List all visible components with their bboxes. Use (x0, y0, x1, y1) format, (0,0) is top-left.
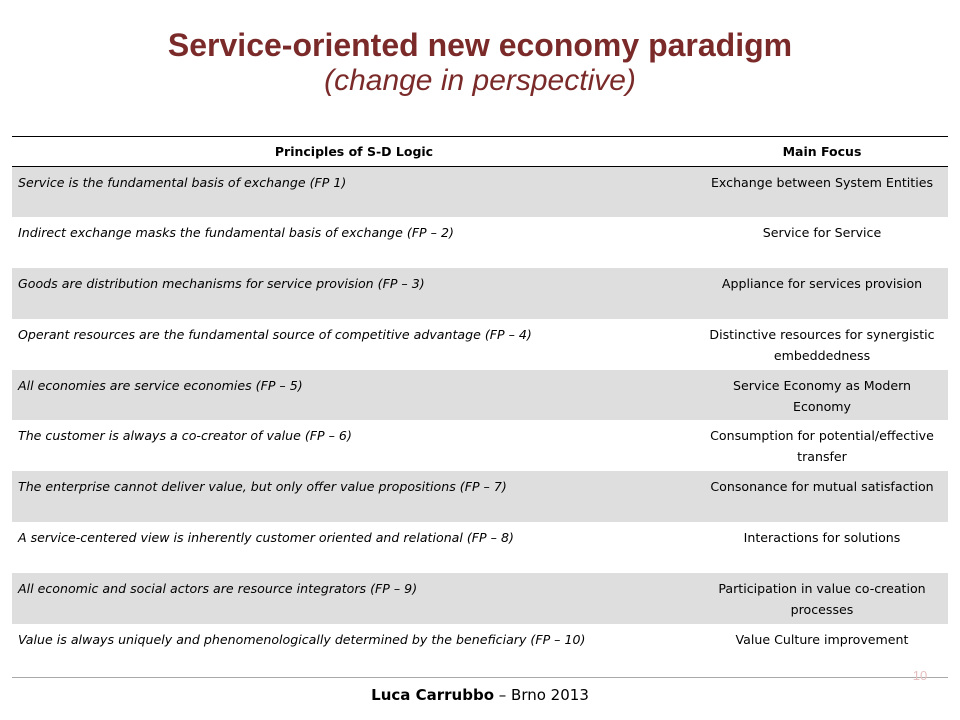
principle-cell: A service-centered view is inherently cu… (18, 530, 514, 546)
principle-cell: All economies are service economies (FP … (12, 369, 696, 421)
principle-cell: Goods are distribution mechanisms for se… (12, 268, 696, 319)
table-row: Operant resources are the fundamental so… (12, 319, 948, 370)
principle-cell: Operant resources are the fundamental so… (18, 326, 532, 342)
footer: Luca Carrubbo – Brno 2013 (0, 686, 960, 704)
principle-cell: The enterprise cannot deliver value, but… (12, 471, 696, 523)
footer-divider (12, 677, 948, 678)
table-row: Goods are distribution mechanisms for se… (12, 268, 948, 319)
footer-location-year: – Brno 2013 (494, 686, 589, 704)
table-row: Service is the fundamental basis of exch… (12, 166, 948, 218)
focus-cell: Participation in value co-creation proce… (696, 572, 948, 624)
principles-table: Principles of S-D Logic Main Focus Servi… (12, 136, 948, 674)
table-row: All economic and social actors are resou… (12, 572, 948, 624)
table-row: Value is always uniquely and phenomenolo… (12, 624, 948, 675)
table-header-row: Principles of S-D Logic Main Focus (12, 136, 948, 167)
slide-subtitle: (change in perspective) (324, 64, 636, 97)
focus-cell: Consumption for potential/effective tran… (710, 428, 934, 465)
principle-cell: Value is always uniquely and phenomenolo… (18, 631, 586, 647)
table-row: All economies are service economies (FP … (12, 369, 948, 421)
principle-cell: Service is the fundamental basis of exch… (12, 166, 696, 218)
table-row: Indirect exchange masks the fundamental … (12, 217, 948, 268)
focus-cell: Distinctive resources for synergistic em… (709, 326, 935, 363)
table-row: The enterprise cannot deliver value, but… (12, 471, 948, 523)
focus-cell: Consonance for mutual satisfaction (696, 471, 948, 523)
table-row: The customer is always a co-creator of v… (12, 420, 948, 471)
principle-cell: The customer is always a co-creator of v… (18, 428, 352, 444)
footer-author: Luca Carrubbo (371, 686, 494, 704)
focus-cell: Interactions for solutions (743, 530, 901, 546)
principle-cell: Indirect exchange masks the fundamental … (18, 225, 454, 241)
focus-cell: Appliance for services provision (696, 268, 948, 319)
principle-cell: All economic and social actors are resou… (12, 572, 696, 624)
focus-cell: Exchange between System Entities (696, 166, 948, 218)
table-row: A service-centered view is inherently cu… (12, 522, 948, 573)
slide-title: Service-oriented new economy paradigm (167, 27, 793, 63)
page-number: 10 (912, 668, 928, 683)
focus-cell: Service for Service (762, 225, 882, 241)
focus-cell: Service Economy as Modern Economy (696, 369, 948, 421)
header-main-focus: Main Focus (696, 136, 948, 167)
title-block: Service-oriented new economy paradigm (c… (0, 26, 960, 98)
focus-cell: Value Culture improvement (735, 631, 909, 647)
header-principles: Principles of S-D Logic (12, 136, 696, 167)
